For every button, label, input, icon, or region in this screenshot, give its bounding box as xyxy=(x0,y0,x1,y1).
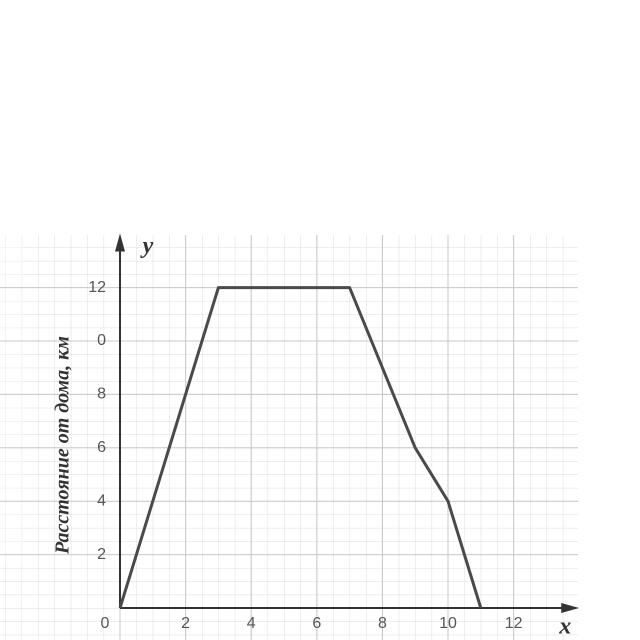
x-tick-label: 2 xyxy=(181,615,190,632)
y-tick-label: 4 xyxy=(97,492,106,509)
y-tick-label: 2 xyxy=(97,546,106,563)
y-tick-label: 6 xyxy=(97,439,106,456)
y-tick-label: 8 xyxy=(97,386,106,403)
x-tick-label: 4 xyxy=(247,615,256,632)
x-tick-label: 10 xyxy=(439,615,457,632)
y-tick-label: 12 xyxy=(88,279,106,296)
y-axis-arrow xyxy=(115,233,125,252)
x-tick-label: 12 xyxy=(505,615,523,632)
grid-background xyxy=(0,235,578,640)
y-axis-name: y xyxy=(140,233,154,259)
x-tick-label: 8 xyxy=(378,615,387,632)
x-tick-label: 0 xyxy=(101,615,110,632)
edge xyxy=(0,235,22,565)
plot: 0 2 4 6 8 10 12 2 4 6 8 0 12 y x xyxy=(88,233,580,640)
y-axis-label: Расстояние от дома, км xyxy=(52,336,74,555)
x-tick-label: 6 xyxy=(312,615,321,632)
x-axis-name: x xyxy=(558,614,571,640)
y-tick-label: 0 xyxy=(97,332,106,349)
x-axis-arrow xyxy=(561,603,580,613)
data-line xyxy=(118,286,483,609)
